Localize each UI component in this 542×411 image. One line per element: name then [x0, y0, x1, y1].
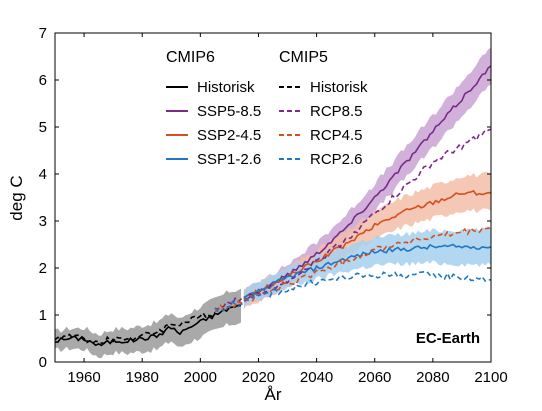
legend-label: SSP5-8.5: [197, 103, 261, 120]
legend-label: Historisk: [310, 79, 368, 96]
x-tick-label: 2020: [242, 369, 275, 386]
legend-header-cmip6: CMIP6: [166, 49, 215, 66]
y-tick-label: 5: [39, 119, 47, 136]
y-tick-label: 1: [39, 307, 47, 324]
series-line-cmip6-ssp5-8-5: [243, 65, 492, 301]
y-tick-label: 3: [39, 213, 47, 230]
legend-label: SSP2-4.5: [197, 127, 261, 144]
y-tick-label: 4: [39, 166, 47, 183]
series-line-cmip5-rcp2-6: [214, 270, 492, 313]
series-line-cmip5-rcp4-5: [214, 226, 492, 313]
x-tick-label: 2000: [184, 369, 217, 386]
series-line-cmip6-historisk: [55, 304, 242, 347]
y-tick-label: 7: [39, 25, 47, 42]
y-tick-label: 2: [39, 260, 47, 277]
series-lines: [54, 65, 492, 347]
series-line-cmip5-historisk: [54, 311, 216, 345]
plot-frame: [54, 32, 492, 363]
legend-header-cmip5: CMIP5: [279, 49, 328, 66]
legend-label: RCP4.5: [310, 127, 363, 144]
x-tick-label: 2040: [300, 369, 333, 386]
model-annotation: EC-Earth: [416, 330, 480, 347]
uncertainty-bands: [55, 47, 491, 359]
legend-label: Historisk: [197, 79, 255, 96]
legend-label: RCP8.5: [310, 103, 363, 120]
y-tick-label: 0: [39, 354, 47, 371]
y-axis-label: deg C: [7, 175, 26, 220]
legend: CMIP6 CMIP5 Historisk SSP5-8.5 SSP2-4.5 SSP…: [166, 49, 368, 168]
x-tick-label: 2060: [358, 369, 391, 386]
x-tick-label: 1980: [126, 369, 159, 386]
band-historisk: [55, 288, 241, 359]
x-axis-label: År: [265, 385, 282, 404]
series-line-cmip5-rcp8-5: [214, 128, 492, 310]
y-tick-label: 6: [39, 72, 47, 89]
y-axis: 0 1 2 3 4 5 6 7: [39, 25, 491, 371]
x-axis: 1960 1980 2000 2020 2040 2060 2080 2100: [67, 33, 508, 386]
legend-label: SSP1-2.6: [197, 151, 261, 168]
x-tick-label: 2080: [416, 369, 449, 386]
x-tick-label: 1960: [67, 369, 100, 386]
legend-label: RCP2.6: [310, 151, 363, 168]
x-tick-label: 2100: [474, 369, 507, 386]
